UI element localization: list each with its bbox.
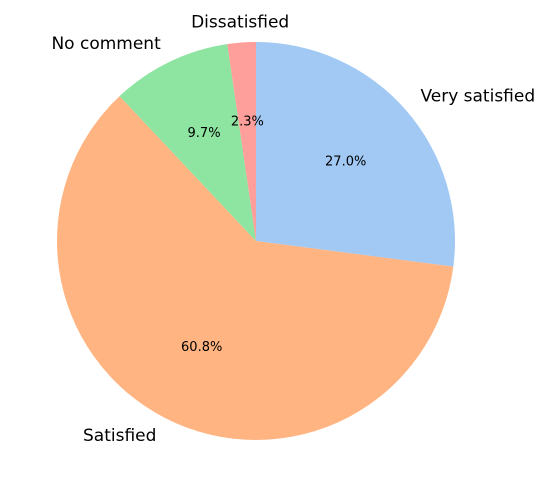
percent-label: 2.3% (231, 114, 264, 129)
percent-label: 9.7% (188, 126, 221, 141)
pie-slice (56, 96, 454, 441)
pie-slice (256, 42, 455, 267)
slice-label: Satisfied (83, 426, 156, 446)
slice-label: Very satisfied (420, 87, 535, 107)
slice-label: No comment (51, 34, 161, 54)
pie-slice (227, 42, 256, 241)
percent-label: 60.8% (181, 340, 222, 355)
slice-label: Dissatisfied (191, 13, 289, 33)
pie-slice (119, 44, 256, 242)
percent-label: 27.0% (325, 155, 366, 170)
